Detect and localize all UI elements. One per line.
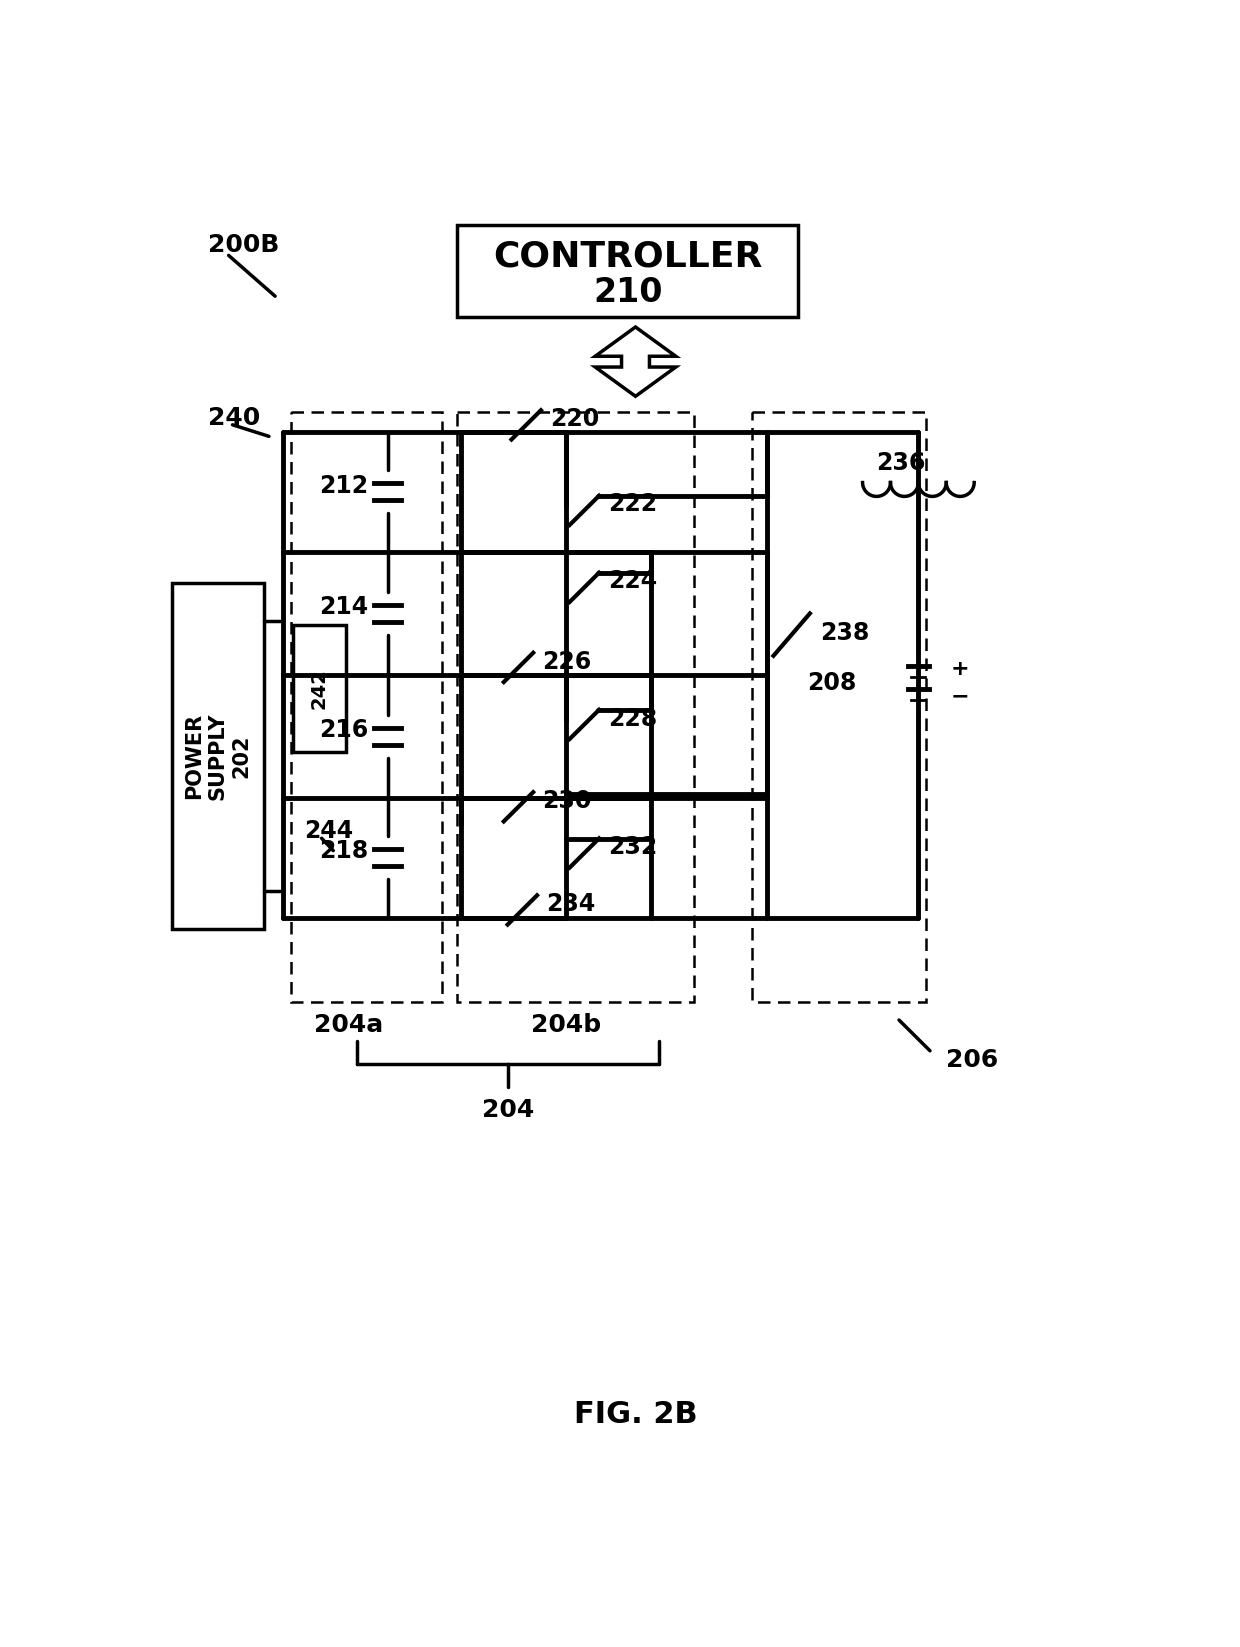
Bar: [458, 412, 693, 1003]
Text: 200B: 200B: [207, 234, 279, 257]
Bar: [751, 412, 926, 1003]
Bar: [172, 583, 263, 929]
Text: 234: 234: [547, 893, 595, 916]
Text: 238: 238: [820, 621, 869, 644]
Text: 216: 216: [319, 718, 368, 743]
Text: 204: 204: [481, 1099, 533, 1122]
Text: 224: 224: [609, 570, 657, 593]
Text: 204a: 204a: [314, 1013, 383, 1038]
Text: 222: 222: [609, 492, 657, 517]
Text: 212: 212: [319, 474, 368, 497]
Text: 204b: 204b: [531, 1013, 601, 1038]
Text: POWER
SUPPLY
202: POWER SUPPLY 202: [185, 712, 250, 800]
Polygon shape: [595, 328, 676, 397]
Text: +: +: [951, 659, 970, 679]
Text: 208: 208: [807, 670, 857, 695]
Text: 206: 206: [945, 1047, 998, 1072]
Text: FIG. 2B: FIG. 2B: [574, 1400, 697, 1428]
Text: 214: 214: [319, 595, 368, 619]
Text: 226: 226: [543, 649, 591, 674]
Text: 232: 232: [609, 835, 657, 860]
Text: 228: 228: [609, 707, 657, 731]
Text: 230: 230: [543, 789, 591, 814]
Text: 236: 236: [875, 451, 925, 476]
Bar: [458, 224, 799, 316]
Text: 218: 218: [319, 840, 368, 863]
Text: 220: 220: [551, 407, 599, 432]
Text: 242: 242: [310, 667, 329, 708]
Text: CONTROLLER: CONTROLLER: [494, 240, 763, 273]
Text: 210: 210: [593, 275, 662, 310]
Text: 240: 240: [207, 405, 260, 430]
Text: 244: 244: [305, 819, 353, 843]
Bar: [290, 412, 441, 1003]
Bar: [293, 624, 346, 753]
Text: −: −: [951, 687, 970, 707]
